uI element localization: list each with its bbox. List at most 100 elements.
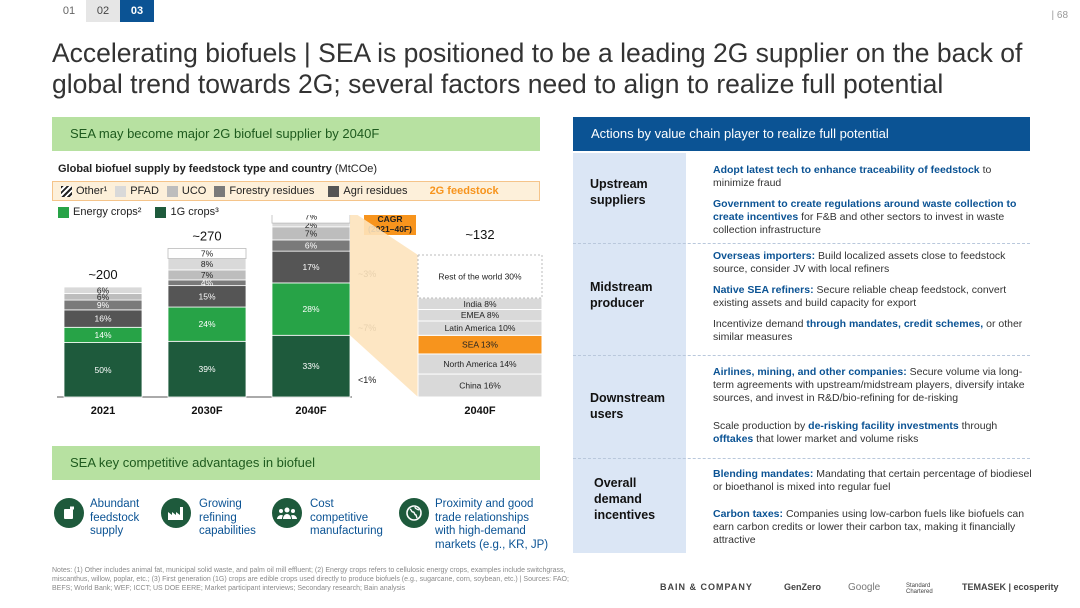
breakdown-connector (350, 215, 418, 397)
forestry-swatch (214, 185, 226, 197)
data-label: 15% (198, 291, 215, 301)
data-label: 33% (302, 361, 319, 371)
row-separator (573, 243, 1030, 244)
action-item: Incentivize demand through mandates, cre… (713, 318, 1023, 343)
legend-1g-label: 1G crops³ (170, 206, 219, 218)
legend-agri: Agri residues (328, 185, 408, 197)
row-separator (573, 458, 1030, 459)
category-tick-label: 2021 (91, 405, 115, 417)
data-label: 6% (97, 285, 110, 295)
data-label: 16% (94, 314, 111, 324)
row-label-midstream: Midstream producer (590, 280, 653, 310)
category-tick-label: 2030F (191, 405, 222, 417)
legend-2g-feedstock: 2G feedstock (429, 185, 499, 197)
chart-legend: Other¹ PFAD UCO Forestry residues Agri r… (52, 181, 540, 201)
fuel-can-icon (54, 498, 84, 528)
legend-uco: UCO (166, 185, 207, 197)
bar-segment-1g-crops (63, 342, 143, 398)
bar-segment-pfad (63, 286, 143, 294)
tab-03[interactable]: 03 (120, 0, 154, 22)
legend-agri-label: Agri residues (343, 185, 408, 197)
advantage-cost: Cost competitive manufacturing (272, 498, 392, 539)
data-label: 50% (94, 365, 111, 375)
data-label: 7% (201, 270, 214, 280)
breakdown-label: SEA 13% (462, 340, 498, 350)
cagr-value: <1% (358, 375, 376, 385)
breakdown-label: China 16% (459, 381, 501, 391)
pfad-swatch (115, 185, 127, 197)
bar-segment-1g-crops (167, 340, 247, 398)
data-label: 4% (201, 278, 214, 288)
advantage-label: Cost competitive manufacturing (310, 498, 383, 537)
data-label: 7% (201, 248, 214, 258)
row-label-downstream: Downstream users (590, 391, 666, 421)
data-label: 8% (201, 259, 214, 269)
chart-unit: (MtCOe) (334, 163, 378, 175)
chart-legend-row2: Energy crops² 1G crops³ (58, 206, 219, 218)
value-chain-labels-panel (573, 153, 686, 553)
data-label: 14% (94, 330, 111, 340)
data-label: 7% (305, 215, 318, 222)
bar-total-label: ~270 (192, 229, 221, 244)
footnotes: Notes: (1) Other includes animal fat, mu… (52, 567, 569, 592)
row-separator (573, 355, 1030, 356)
page-title: Accelerating biofuels | SEA is positione… (52, 38, 1023, 99)
legend-other: Other¹ (61, 185, 107, 197)
action-item: Overseas importers: Build localized asse… (713, 250, 1006, 275)
bar-segment-energy-crops (167, 306, 247, 342)
action-item: Airlines, mining, and other companies: S… (713, 366, 1025, 404)
data-label: 7% (305, 228, 318, 238)
data-label: 2% (305, 220, 318, 230)
data-label: 28% (302, 304, 319, 314)
breakdown-label: EMEA 8% (461, 310, 500, 320)
logo-google: Google (848, 582, 881, 593)
legend-forestry: Forestry residues (214, 185, 314, 197)
advantage-label: Proximity and good trade relationships w… (435, 498, 549, 551)
tab-01[interactable]: 01 (62, 5, 76, 17)
advantage-feedstock: Abundant feedstock supply (54, 498, 154, 539)
breakdown-rest-outline (417, 254, 543, 299)
crops1g-swatch (155, 206, 167, 218)
action-item: Scale production by de-risking facility … (713, 420, 998, 445)
bar-total-label: ~200 (88, 267, 117, 282)
competitive-advantages-header: SEA key competitive advantages in biofue… (52, 446, 540, 480)
advantage-label: Growing refining capabilities (199, 498, 256, 537)
breakdown-segment (417, 254, 543, 299)
breakdown-label: North America 14% (443, 359, 517, 369)
uco-swatch (166, 185, 178, 197)
data-label: 17% (302, 262, 319, 272)
logo-temasek-ecosperity: TEMASEK | ecosperity (962, 582, 1059, 592)
logo-bain: BAIN & COMPANY (660, 582, 753, 592)
globe-icon (399, 498, 429, 528)
action-item: Native SEA refiners: Secure reliable che… (713, 284, 1007, 309)
legend-energy-label: Energy crops² (73, 206, 142, 218)
legend-uco-label: UCO (181, 185, 207, 197)
row-label-upstream: Upstream suppliers (590, 177, 648, 207)
data-label: 6% (97, 292, 110, 302)
bar-segment-1g-crops (271, 334, 351, 398)
row-label-demand-incentives: Overall demand incentives (594, 476, 656, 522)
action-item: Adopt latest tech to enhance traceabilit… (713, 164, 992, 189)
logo-genzero: GenZero (784, 582, 822, 592)
category-tick-label: 2040F (295, 405, 326, 417)
section-tabs: 01 02 03 (52, 0, 154, 22)
factory-icon (161, 498, 191, 528)
legend-1g: 1G crops³ (155, 206, 219, 218)
people-icon (272, 498, 302, 528)
breakdown-total-label: ~132 (465, 227, 494, 242)
biofuel-supply-chart: 50%14%16%9%6%6%~200202139%24%15%4%7%8%7%… (57, 215, 543, 417)
chart-title-text: Global biofuel supply by feedstock type … (58, 163, 332, 175)
legend-other-label: Other¹ (76, 185, 108, 197)
advantage-proximity: Proximity and good trade relationships w… (399, 498, 550, 552)
chart-title: Global biofuel supply by feedstock type … (58, 163, 377, 175)
tab-02[interactable]: 02 (86, 0, 120, 22)
bar-segment-energy-crops (271, 282, 351, 336)
cagr-label: CAGR (377, 215, 402, 224)
advantage-label: Abundant feedstock supply (90, 498, 140, 537)
left-section-header: SEA may become major 2G biofuel supplier… (52, 117, 540, 151)
page-number: | 68 (1051, 10, 1069, 21)
breakdown-label: Rest of the world 30% (438, 272, 522, 282)
bar-segment-other (167, 248, 247, 259)
breakdown-category-label: 2040F (464, 405, 495, 417)
legend-pfad-label: PFAD (130, 185, 159, 197)
